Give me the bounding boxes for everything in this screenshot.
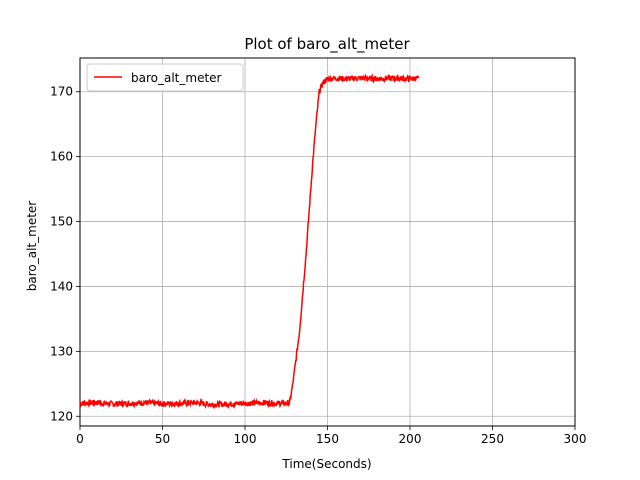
x-tick-label: 100 [234,432,257,446]
y-tick-label: 140 [50,279,73,293]
y-tick-label: 130 [50,344,73,358]
y-tick-label: 120 [50,409,73,423]
legend-box [86,63,244,92]
legend-label: baro_alt_meter [131,71,222,85]
x-axis-label: Time(Seconds) [281,457,371,471]
grid [79,58,576,426]
x-tick-label: 0 [76,432,84,446]
x-tick-label: 300 [564,432,587,446]
x-axis: 0 50 100 150 200 250 300 [76,426,586,446]
chart-title: Plot of baro_alt_meter [244,35,410,54]
series-line [79,73,419,410]
y-axis-label: baro_alt_meter [25,201,39,292]
legend: baro_alt_meter [86,63,244,92]
series-lines [79,73,419,410]
x-tick-label: 150 [316,432,339,446]
y-tick-label: 170 [50,85,73,99]
y-tick-label: 150 [50,215,73,229]
x-tick-label: 250 [481,432,504,446]
x-tick-label: 50 [155,432,170,446]
y-axis: 120 130 140 150 160 170 [50,85,80,423]
x-tick-label: 200 [399,432,422,446]
y-tick-label: 160 [50,150,73,164]
